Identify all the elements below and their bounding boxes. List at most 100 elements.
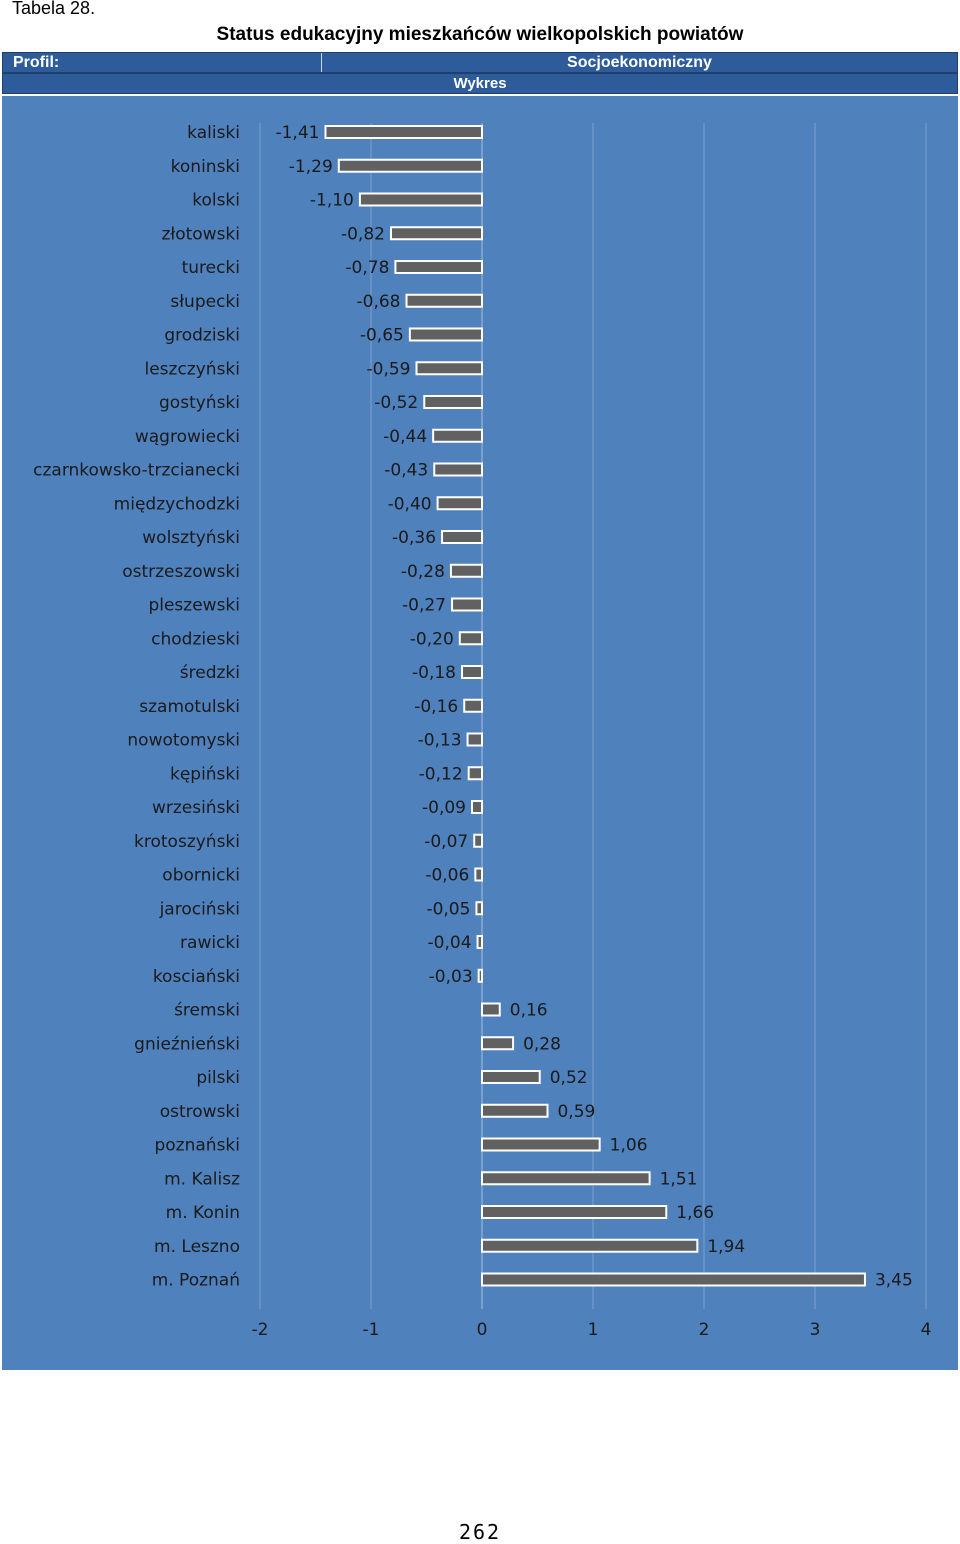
category-label: leszczyński xyxy=(145,359,241,379)
value-label: -0,78 xyxy=(345,258,389,278)
bar xyxy=(474,867,483,882)
category-label: nowotomyski xyxy=(127,731,240,751)
profile-label: Profil: xyxy=(13,54,60,71)
value-label: -0,40 xyxy=(388,494,432,514)
section-header-bar: Wykres xyxy=(2,73,958,94)
category-label: ostrowski xyxy=(160,1102,240,1122)
value-label: -0,44 xyxy=(383,427,427,447)
value-label: -0,09 xyxy=(422,798,466,818)
bar xyxy=(481,1238,699,1253)
value-label: -0,13 xyxy=(418,731,462,751)
value-label: -0,82 xyxy=(341,224,385,244)
category-label: jarociński xyxy=(159,899,240,919)
value-label: 0,16 xyxy=(510,1001,548,1021)
bar xyxy=(358,192,483,207)
value-label: -0,52 xyxy=(374,393,418,413)
category-label: kosciański xyxy=(153,967,240,987)
category-label: m. Leszno xyxy=(154,1237,240,1257)
bar xyxy=(451,597,483,612)
bar xyxy=(475,901,484,916)
bar xyxy=(394,260,484,274)
bar xyxy=(408,327,484,342)
x-tick-label: 4 xyxy=(921,1320,932,1340)
value-label: -0,68 xyxy=(357,292,401,312)
x-tick-label: 0 xyxy=(477,1320,488,1340)
page-title: Status edukacyjny mieszkańców wielkopols… xyxy=(216,24,744,45)
bar xyxy=(481,1070,541,1084)
category-label: wągrowiecki xyxy=(135,427,240,447)
bar xyxy=(461,665,483,679)
bar xyxy=(458,631,483,646)
bar xyxy=(466,732,484,747)
category-label: pleszewski xyxy=(148,596,240,616)
category-label: kępiński xyxy=(170,764,240,784)
x-tick-label: -1 xyxy=(363,1320,380,1340)
category-label: koninski xyxy=(171,157,240,177)
value-label: 1,66 xyxy=(676,1203,714,1223)
category-label: gnieźnieński xyxy=(134,1034,240,1054)
value-label: -0,27 xyxy=(402,596,446,616)
value-label: -0,43 xyxy=(384,461,428,481)
value-label: -0,06 xyxy=(425,866,469,886)
bar xyxy=(481,1272,866,1287)
value-label: -0,16 xyxy=(414,697,458,717)
category-label: pilski xyxy=(196,1068,240,1088)
bar xyxy=(467,766,483,781)
section-label: Wykres xyxy=(453,75,507,92)
bar xyxy=(481,1205,668,1219)
bar xyxy=(477,968,484,983)
category-label: m. Kalisz xyxy=(164,1169,240,1189)
category-label: wolsztyński xyxy=(142,528,240,548)
category-label: obornicki xyxy=(162,866,240,886)
category-label: gostyński xyxy=(159,393,240,413)
category-label: turecki xyxy=(182,258,240,278)
value-label: -1,10 xyxy=(310,191,354,211)
category-label: m. Poznań xyxy=(152,1271,240,1291)
bar xyxy=(415,361,484,376)
category-label: poznański xyxy=(154,1136,240,1156)
header-divider xyxy=(321,53,322,72)
bar xyxy=(405,293,483,308)
category-label: słupecki xyxy=(170,292,240,312)
bar xyxy=(481,1137,601,1152)
bar xyxy=(432,428,484,443)
category-label: chodzieski xyxy=(151,629,240,649)
category-label: m. Konin xyxy=(166,1203,240,1223)
table-label: Tabela 28. xyxy=(12,0,96,18)
bar-chart: -2 -1 0 1 2 3 4 kaliski -1,41 koninski -1,29 kolski… xyxy=(33,123,932,1340)
value-label: -0,28 xyxy=(401,562,445,582)
value-label: 3,45 xyxy=(875,1271,913,1291)
profile-value: Socjoekonomiczny xyxy=(567,54,712,71)
category-label: złotowski xyxy=(161,224,240,244)
bar xyxy=(433,462,483,477)
value-label: -0,12 xyxy=(419,764,463,784)
value-label: -0,05 xyxy=(426,899,470,919)
value-label: -0,18 xyxy=(412,663,456,683)
value-label: -0,04 xyxy=(428,933,472,953)
bar xyxy=(449,563,484,578)
category-label: kaliski xyxy=(187,123,240,143)
x-tick-label: 3 xyxy=(810,1320,821,1340)
value-label: -0,07 xyxy=(424,832,468,852)
category-label: grodziski xyxy=(164,326,240,346)
bar xyxy=(463,698,483,713)
value-label: -0,03 xyxy=(429,967,473,987)
bar xyxy=(324,125,483,139)
value-label: -1,29 xyxy=(289,157,333,177)
bar xyxy=(471,800,484,814)
x-tick-label: -2 xyxy=(252,1320,269,1340)
page-number: 262 xyxy=(458,1520,502,1544)
bar xyxy=(476,935,483,949)
value-label: -1,41 xyxy=(275,123,319,143)
value-label: 1,51 xyxy=(660,1169,698,1189)
value-label: 0,59 xyxy=(557,1102,595,1122)
category-label: śremski xyxy=(174,1001,240,1021)
value-label: 1,06 xyxy=(610,1136,648,1156)
bar xyxy=(481,1171,651,1186)
bar xyxy=(481,1002,501,1017)
bar xyxy=(481,1103,549,1118)
value-label: 0,28 xyxy=(523,1034,561,1054)
value-label: -0,59 xyxy=(367,359,411,379)
category-label: krotoszyński xyxy=(134,832,240,852)
bar xyxy=(337,158,483,173)
